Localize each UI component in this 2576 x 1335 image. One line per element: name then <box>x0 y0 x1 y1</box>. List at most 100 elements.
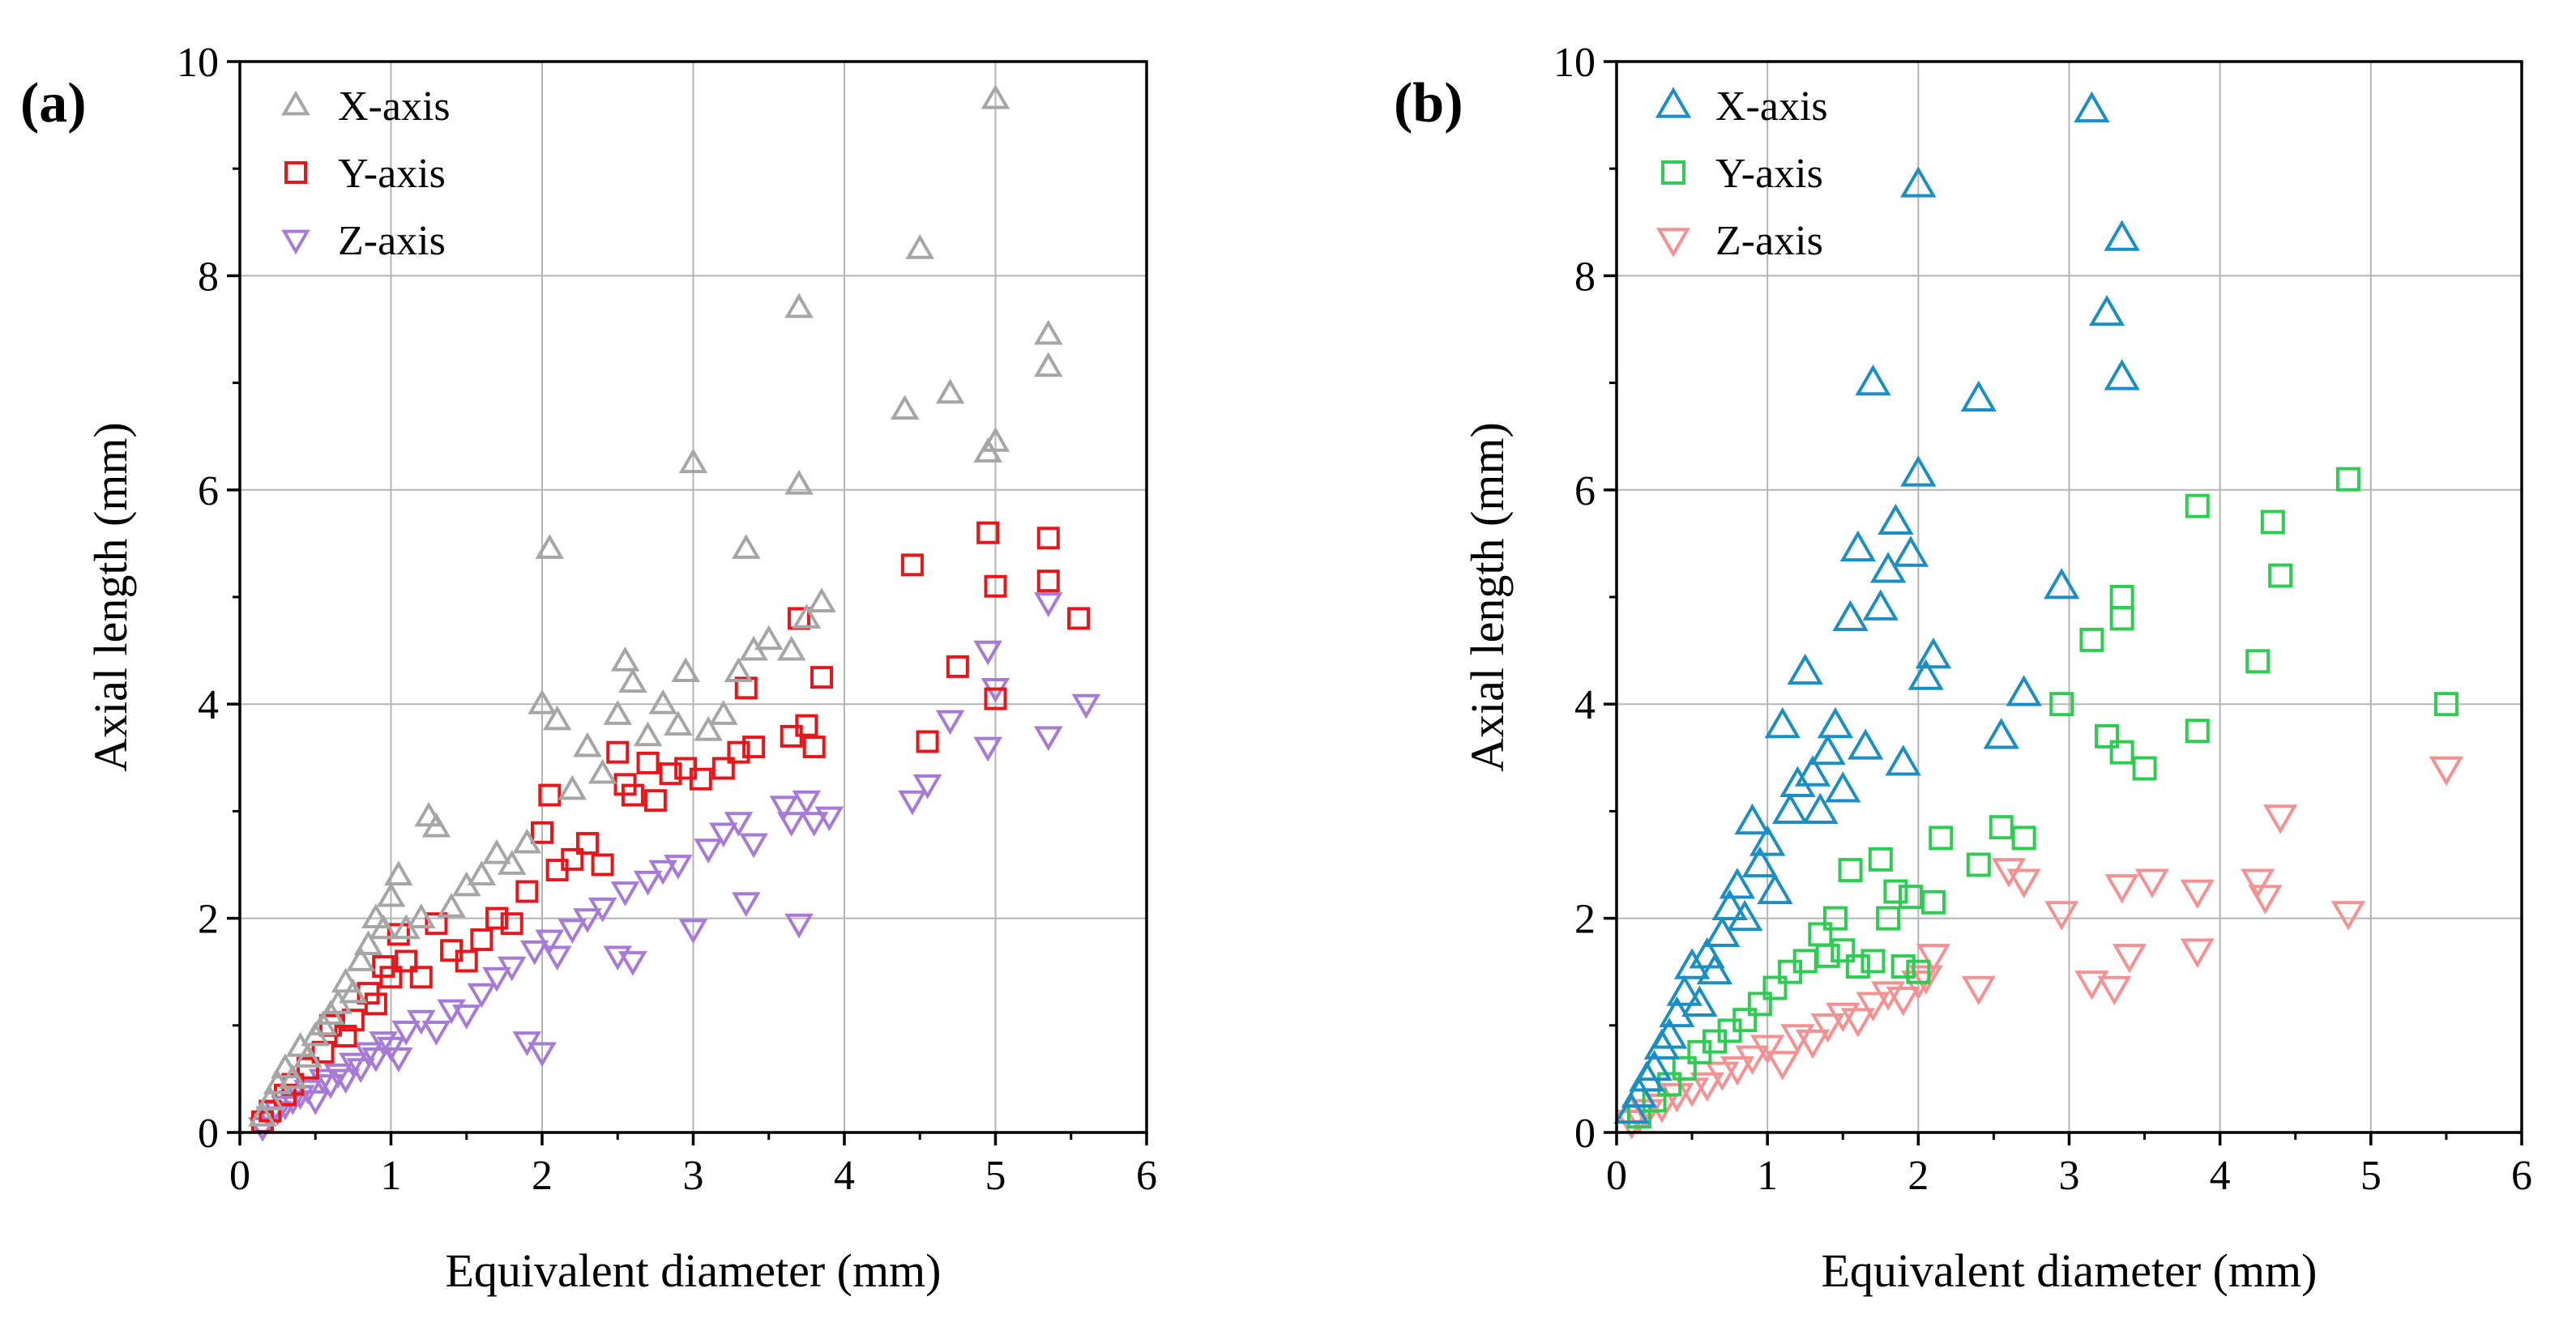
data-point <box>1900 166 1937 198</box>
data-point <box>1808 922 1833 947</box>
y-tick-label: 6 <box>1574 468 1596 514</box>
data-point <box>1907 659 1944 690</box>
data-point <box>248 1116 277 1142</box>
data-point <box>425 912 448 936</box>
data-point <box>1636 1049 1672 1081</box>
data-point <box>1762 975 1788 1000</box>
legend-marker <box>1655 87 1692 118</box>
data-point <box>2134 868 2169 898</box>
data-point <box>769 795 799 821</box>
x-tick-label: 0 <box>229 1153 250 1199</box>
data-point <box>1961 975 1996 1006</box>
x-tick-label: 6 <box>1136 1153 1157 1199</box>
data-point <box>2104 220 2140 251</box>
x-tick-label: 4 <box>2210 1153 2231 1199</box>
x-tick-label: 5 <box>985 1153 1006 1199</box>
data-point <box>414 801 443 827</box>
data-point <box>2268 563 2293 588</box>
data-point <box>2044 901 2079 931</box>
data-point <box>2109 740 2134 765</box>
data-point <box>1764 706 1801 739</box>
data-point <box>1901 970 1936 1000</box>
data-point <box>437 893 466 918</box>
legend: X-axis Y-axis Z-axis <box>1655 83 1828 264</box>
y-tick-label: 10 <box>1553 40 1596 86</box>
legend-label: Y-axis <box>338 151 446 197</box>
data-point <box>331 967 361 993</box>
data-point <box>678 448 708 474</box>
data-point <box>2429 756 2463 787</box>
data-point <box>1862 589 1899 621</box>
data-point <box>1883 879 1908 904</box>
data-point <box>339 1052 368 1078</box>
data-point <box>421 812 451 838</box>
data-point <box>1929 825 1954 851</box>
data-point <box>2049 692 2074 717</box>
data-point <box>1915 638 1952 669</box>
data-point <box>1034 726 1063 752</box>
data-point <box>732 534 761 559</box>
x-tick-label: 2 <box>532 1153 553 1199</box>
data-point <box>467 860 497 886</box>
data-point <box>900 553 924 577</box>
data-point <box>1719 1056 1755 1086</box>
data-point <box>2180 938 2215 968</box>
data-point <box>1831 938 1856 963</box>
data-point <box>618 951 647 976</box>
data-point <box>2109 606 2134 631</box>
data-point <box>1966 852 1991 877</box>
data-point <box>2180 879 2215 910</box>
data-point <box>557 919 587 945</box>
data-point <box>301 1090 331 1115</box>
data-point <box>1876 906 1901 931</box>
data-point <box>1780 1024 1815 1054</box>
data-point <box>754 625 784 650</box>
data-point <box>742 736 766 759</box>
legend-marker <box>281 229 310 255</box>
data-point <box>573 908 602 933</box>
data-point <box>1878 503 1914 535</box>
data-point <box>369 1031 398 1056</box>
series-x-axis <box>248 83 1063 1127</box>
data-point <box>2260 510 2285 535</box>
data-point <box>648 859 677 885</box>
data-point <box>935 710 965 736</box>
data-point <box>467 983 497 1009</box>
data-point <box>1890 954 1916 979</box>
data-point <box>643 789 667 813</box>
data-point <box>1741 846 1779 878</box>
data-point <box>512 828 542 854</box>
data-point <box>1613 1092 1650 1124</box>
data-point <box>980 427 1010 452</box>
data-point <box>587 897 617 923</box>
data-point <box>890 395 920 420</box>
data-point <box>1711 889 1748 920</box>
y-tick-label: 10 <box>177 40 219 86</box>
data-point <box>795 714 818 737</box>
data-point <box>1906 959 1931 984</box>
x-tick-label: 1 <box>381 1153 402 1199</box>
data-point <box>391 1021 421 1046</box>
data-point <box>482 966 511 992</box>
data-point <box>455 949 478 973</box>
data-point <box>542 705 572 731</box>
data-point <box>573 731 602 757</box>
data-point <box>694 715 723 741</box>
data-point <box>734 676 758 700</box>
y-tick-label: 0 <box>1574 1111 1596 1157</box>
data-point <box>1704 915 1741 948</box>
series-z-axis <box>1614 756 2463 1140</box>
x-tick-label: 6 <box>2511 1153 2532 1199</box>
data-point <box>984 687 1007 710</box>
data-point <box>898 790 927 816</box>
y-tick-label: 6 <box>198 468 219 514</box>
data-point <box>621 783 644 807</box>
data-point <box>799 812 829 837</box>
data-point <box>470 928 493 952</box>
data-point <box>538 783 562 807</box>
data-point <box>810 666 834 689</box>
data-point <box>1810 1013 1845 1043</box>
data-point <box>293 1043 323 1068</box>
data-point <box>784 292 814 318</box>
data-point <box>2112 944 2147 974</box>
